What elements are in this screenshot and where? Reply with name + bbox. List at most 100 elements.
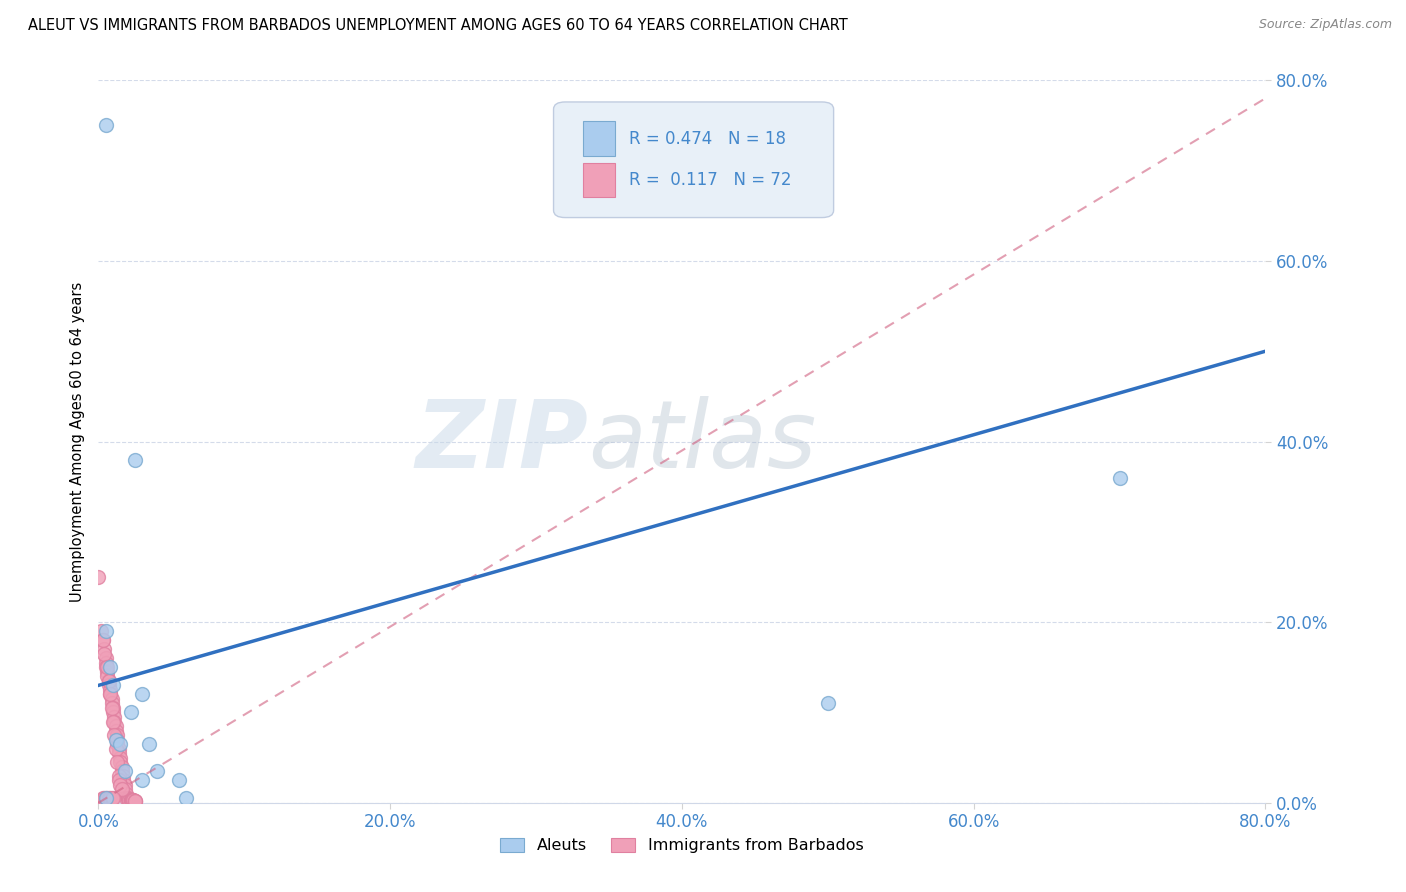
Text: ZIP: ZIP <box>416 395 589 488</box>
Point <box>121 793 143 807</box>
Point <box>117 791 139 805</box>
Point <box>87 570 110 584</box>
Point <box>167 773 190 788</box>
Point <box>101 791 124 805</box>
Text: Source: ZipAtlas.com: Source: ZipAtlas.com <box>1258 18 1392 31</box>
Point <box>105 755 128 769</box>
Point <box>98 687 121 701</box>
Point <box>94 624 117 639</box>
Point <box>110 750 132 764</box>
Point <box>124 452 146 467</box>
Bar <box>582 162 616 197</box>
Point <box>104 719 127 733</box>
Point <box>103 728 125 742</box>
Y-axis label: Unemployment Among Ages 60 to 64 years: Unemployment Among Ages 60 to 64 years <box>69 281 84 602</box>
Point <box>108 746 131 760</box>
Point <box>114 782 136 797</box>
Point <box>114 778 136 792</box>
Point <box>104 732 127 747</box>
Point <box>110 778 132 792</box>
Point <box>108 769 131 783</box>
Text: ALEUT VS IMMIGRANTS FROM BARBADOS UNEMPLOYMENT AMONG AGES 60 TO 64 YEARS CORRELA: ALEUT VS IMMIGRANTS FROM BARBADOS UNEMPL… <box>28 18 848 33</box>
Bar <box>582 121 616 156</box>
Point <box>98 687 121 701</box>
Point <box>124 794 146 808</box>
Point <box>111 764 134 779</box>
Point <box>115 787 138 801</box>
Point <box>93 791 115 805</box>
Point <box>112 773 135 788</box>
Point <box>97 673 120 688</box>
Point <box>96 791 118 805</box>
Point <box>110 737 132 751</box>
Point <box>138 737 160 751</box>
Point <box>97 678 120 692</box>
Point <box>98 660 121 674</box>
Point <box>105 732 128 747</box>
Text: R = 0.474   N = 18: R = 0.474 N = 18 <box>630 130 786 148</box>
Point <box>100 692 122 706</box>
Point <box>98 791 121 805</box>
Point <box>101 678 124 692</box>
Point <box>174 791 197 805</box>
Point <box>98 682 121 697</box>
Point <box>94 660 117 674</box>
Point <box>96 665 118 679</box>
Point <box>105 728 128 742</box>
Point <box>121 793 143 807</box>
Point <box>105 737 128 751</box>
Point <box>131 687 153 701</box>
Point <box>90 624 112 639</box>
Point <box>117 792 139 806</box>
Point <box>131 773 153 788</box>
Point <box>146 764 169 779</box>
Point <box>97 673 120 688</box>
Point <box>103 714 125 729</box>
Point <box>124 794 146 808</box>
FancyBboxPatch shape <box>554 102 834 218</box>
Point <box>118 793 141 807</box>
Point <box>100 791 122 805</box>
Point <box>96 660 118 674</box>
Point <box>91 633 114 648</box>
Point <box>104 741 127 756</box>
Point <box>104 723 127 738</box>
Point <box>94 119 117 133</box>
Text: atlas: atlas <box>589 396 817 487</box>
Point <box>118 793 141 807</box>
Point <box>93 647 115 661</box>
Point <box>108 741 131 756</box>
Point <box>120 793 142 807</box>
Point <box>122 793 145 807</box>
Point <box>91 791 114 805</box>
Point <box>120 793 142 807</box>
Point <box>112 769 135 783</box>
Point <box>122 793 145 807</box>
Point <box>101 701 124 715</box>
Point <box>111 782 134 797</box>
Legend: Aleuts, Immigrants from Barbados: Aleuts, Immigrants from Barbados <box>494 831 870 860</box>
Point <box>94 791 117 805</box>
Point <box>94 651 117 665</box>
Point <box>110 755 132 769</box>
Point <box>97 791 120 805</box>
Point <box>101 706 124 720</box>
Point <box>114 764 136 779</box>
Point <box>120 793 142 807</box>
Point <box>91 633 114 648</box>
Point <box>94 656 117 670</box>
Point <box>101 714 124 729</box>
Point <box>115 791 138 805</box>
Point <box>100 697 122 711</box>
Point <box>108 773 131 788</box>
Point <box>124 794 146 808</box>
Text: R =  0.117   N = 72: R = 0.117 N = 72 <box>630 171 792 189</box>
Point <box>93 642 115 657</box>
Point <box>111 760 134 774</box>
Point <box>120 706 142 720</box>
Point <box>96 669 118 683</box>
Point <box>817 697 839 711</box>
Point <box>1108 471 1130 485</box>
Point <box>94 791 117 805</box>
Point <box>103 710 125 724</box>
